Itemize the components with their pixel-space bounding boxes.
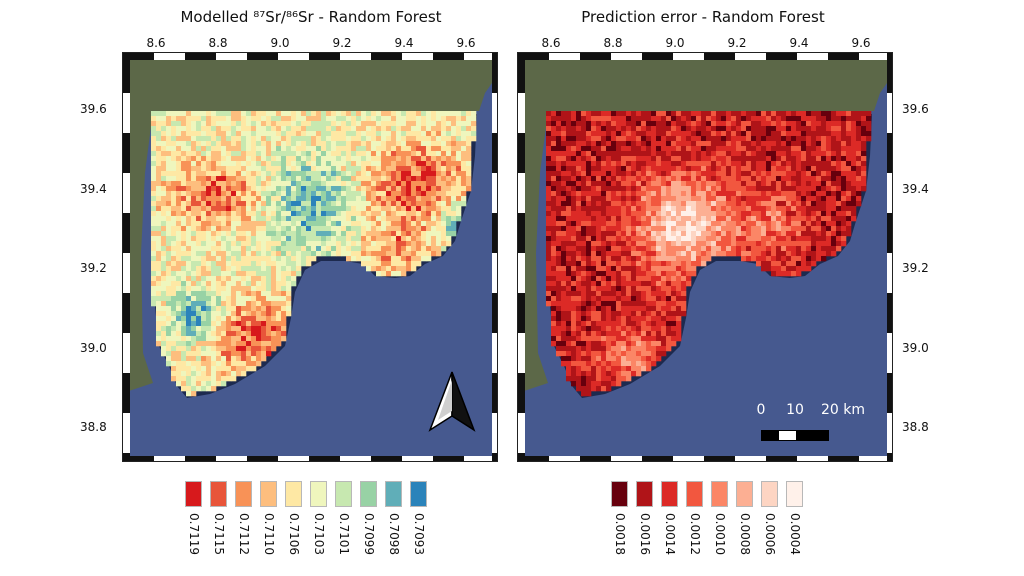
legend-label: 0.7115	[212, 513, 226, 555]
legend-label: 0.0018	[613, 513, 627, 555]
x-tick-label: 8.6	[146, 36, 166, 50]
x-tick-label: 9.6	[851, 36, 871, 50]
legend-item: 0.0006	[761, 481, 778, 555]
legend-item: 0.0012	[686, 481, 703, 555]
legend-swatch	[210, 481, 227, 507]
legend-item: 0.7110	[260, 481, 277, 555]
x-tick-label: 9.0	[665, 36, 685, 50]
left-panel-title: Modelled ⁸⁷Sr/⁸⁶Sr - Random Forest	[180, 8, 442, 26]
raster-cells	[546, 111, 872, 397]
legend-label: 0.0008	[738, 513, 752, 555]
x-tick-label: 9.6	[456, 36, 476, 50]
scale-bar: 0 10 20 km	[755, 402, 875, 452]
y-tick-label: 39.2	[80, 261, 107, 275]
north-arrow-icon	[428, 370, 476, 436]
scale-label-10: 10	[786, 402, 804, 418]
legend-item: 0.0018	[611, 481, 628, 555]
satellite-land	[518, 53, 892, 393]
legend-swatch	[360, 481, 377, 507]
legend-swatch	[786, 481, 803, 507]
legend-swatch	[310, 481, 327, 507]
legend-item: 0.7098	[385, 481, 402, 555]
legend-label: 0.7093	[412, 513, 426, 555]
y-tick-label: 39.0	[902, 340, 929, 355]
legend-swatch	[185, 481, 202, 507]
legend-item: 0.7093	[410, 481, 427, 555]
y-tick-label: 38.8	[902, 420, 929, 434]
prediction-error-map[interactable]	[517, 52, 893, 462]
map-canvas	[123, 53, 497, 461]
x-tick-label: 9.0	[270, 36, 290, 50]
legend-item: 0.7112	[235, 481, 252, 555]
legend-swatch	[661, 481, 678, 507]
scale-label-20: 20 km	[820, 402, 866, 418]
y-tick-label: 39.4	[902, 181, 929, 196]
legend-swatch	[285, 481, 302, 507]
x-tick-label: 8.6	[541, 36, 561, 50]
legend-swatch	[686, 481, 703, 507]
y-tick-label: 39.0	[80, 340, 107, 355]
legend-item: 0.7119	[185, 481, 202, 555]
y-tick-label: 39.6	[80, 102, 107, 116]
legend-label: 0.0014	[663, 513, 677, 555]
legend-label: 0.7112	[237, 513, 251, 555]
legend-item: 0.7099	[360, 481, 377, 555]
legend-label: 0.0006	[763, 513, 777, 555]
legend-item: 0.7103	[310, 481, 327, 555]
legend-item: 0.7106	[285, 481, 302, 555]
x-tick-label: 9.4	[789, 36, 809, 50]
right-panel-title: Prediction error - Random Forest	[581, 8, 825, 26]
legend-label: 0.7119	[187, 513, 201, 555]
legend-item: 0.0008	[736, 481, 753, 555]
legend-swatch	[761, 481, 778, 507]
legend-item: 0.7115	[210, 481, 227, 555]
legend-item: 0.7101	[335, 481, 352, 555]
legend-label: 0.7098	[387, 513, 401, 555]
y-tick-label: 39.6	[902, 102, 929, 116]
scale-label-0: 0	[756, 402, 766, 418]
scale-bar-graphic	[761, 430, 829, 441]
raster-cells	[151, 111, 477, 397]
strontium-isotope-map[interactable]	[122, 52, 498, 462]
legend-label: 0.0004	[788, 513, 802, 555]
legend-label: 0.7103	[312, 513, 326, 555]
legend-swatch	[611, 481, 628, 507]
legend-swatch	[385, 481, 402, 507]
legend-swatch	[235, 481, 252, 507]
x-tick-label: 9.4	[394, 36, 414, 50]
map-graticule-border	[123, 53, 497, 461]
legend-label: 0.0010	[713, 513, 727, 555]
legend-label: 0.7110	[262, 513, 276, 555]
legend-label: 0.7106	[287, 513, 301, 555]
legend-label: 0.0012	[688, 513, 702, 555]
y-tick-label: 39.4	[80, 181, 107, 196]
legend-label: 0.0016	[638, 513, 652, 555]
legend-swatch	[711, 481, 728, 507]
y-tick-label: 38.8	[80, 420, 107, 434]
legend-label: 0.7099	[362, 513, 376, 555]
y-tick-label: 39.2	[902, 261, 929, 275]
legend-item: 0.0016	[636, 481, 653, 555]
x-tick-label: 9.2	[727, 36, 747, 50]
legend-label: 0.7101	[337, 513, 351, 555]
map-canvas	[518, 53, 892, 461]
legend-swatch	[260, 481, 277, 507]
map-graticule-border	[518, 53, 892, 461]
x-tick-label: 9.2	[332, 36, 352, 50]
x-tick-label: 8.8	[603, 36, 623, 50]
legend-item: 0.0010	[711, 481, 728, 555]
legend-item: 0.0004	[786, 481, 803, 555]
legend-swatch	[636, 481, 653, 507]
satellite-land	[123, 53, 497, 393]
legend-swatch	[736, 481, 753, 507]
legend-item: 0.0014	[661, 481, 678, 555]
x-tick-label: 8.8	[208, 36, 228, 50]
legend-swatch	[335, 481, 352, 507]
legend-swatch	[410, 481, 427, 507]
